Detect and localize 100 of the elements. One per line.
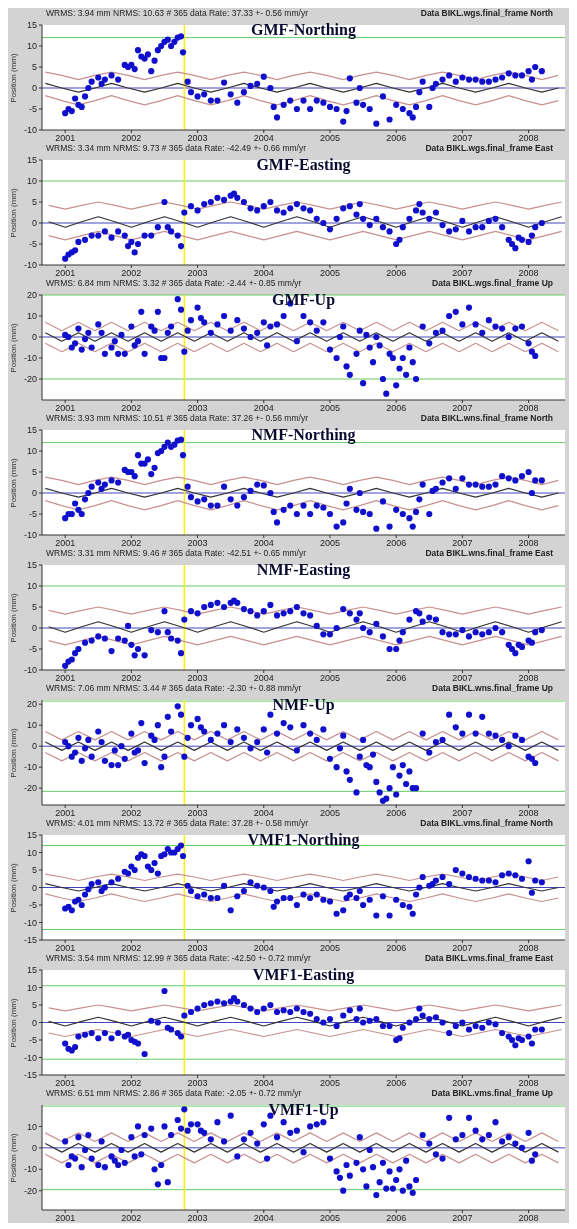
x-tick-label: 2007 bbox=[452, 1078, 473, 1089]
y-tick-label: 0 bbox=[31, 332, 37, 343]
x-tick-label: 2003 bbox=[187, 133, 208, 144]
y-tick-label: -10 bbox=[23, 353, 37, 364]
y-tick-label: 5 bbox=[31, 467, 37, 478]
y-tick-label: 15 bbox=[26, 830, 37, 841]
y-tick-label: 0 bbox=[31, 488, 37, 499]
y-axis-title: Position (mm) bbox=[8, 52, 18, 103]
x-tick-label: 2006 bbox=[386, 943, 407, 954]
x-tick-label: 2004 bbox=[253, 808, 274, 819]
x-tick-label: 2008 bbox=[518, 268, 539, 279]
x-tick-label: 2005 bbox=[319, 268, 340, 279]
x-tick-label: 2001 bbox=[55, 673, 76, 684]
text: WRMS: 3.93 mm NRMS: 10.51 # 365 data Rate: 37.26 +- 0.56 mm/yr bbox=[46, 413, 308, 424]
x-tick-label: 2008 bbox=[518, 1213, 539, 1224]
y-tick-label: 0 bbox=[31, 83, 37, 94]
x-tick-label: 2004 bbox=[253, 673, 274, 684]
y-axis-title: Position (mm) bbox=[8, 187, 18, 238]
x-tick-label: 2005 bbox=[319, 943, 340, 954]
y-tick-label: 10 bbox=[26, 176, 37, 187]
text: Data BIKL.wns.final_frame East bbox=[425, 548, 553, 559]
text: WRMS: 6.84 mm NRMS: 3.32 # 365 data Rate: -2.44 +- 0.85 mm/yr bbox=[46, 278, 302, 289]
y-tick-label: -20 bbox=[23, 374, 37, 385]
x-tick-label: 2006 bbox=[386, 1078, 407, 1089]
x-tick-label: 2006 bbox=[386, 538, 407, 549]
y-tick-label: 10 bbox=[26, 982, 37, 993]
y-tick-label: -5 bbox=[28, 509, 37, 520]
text: Data BIKL.wgs.final_frame North bbox=[420, 8, 553, 19]
y-tick-label: -20 bbox=[23, 1185, 37, 1196]
y-tick-label: 5 bbox=[31, 602, 37, 613]
y-tick-label: 15 bbox=[26, 560, 37, 571]
x-tick-label: 2001 bbox=[55, 403, 76, 414]
x-tick-label: 2004 bbox=[253, 1213, 274, 1224]
x-tick-label: 2007 bbox=[452, 1213, 473, 1224]
text: WRMS: 6.51 mm NRMS: 2.86 # 365 data Rate: -2.05 +- 0.72 mm/yr bbox=[46, 1088, 302, 1099]
x-tick-label: 2008 bbox=[518, 1078, 539, 1089]
y-tick-label: -5 bbox=[28, 104, 37, 115]
x-tick-label: 2005 bbox=[319, 403, 340, 414]
y-tick-label: -5 bbox=[28, 239, 37, 250]
y-tick-label: -15 bbox=[23, 935, 37, 946]
y-axis-title: Position (mm) bbox=[8, 727, 18, 778]
text: WRMS: 7.06 mm NRMS: 3.44 # 365 data Rate: -2.30 +- 0.88 mm/yr bbox=[46, 683, 302, 694]
x-tick-label: 2003 bbox=[187, 943, 208, 954]
y-tick-label: 10 bbox=[26, 720, 37, 731]
x-tick-label: 2007 bbox=[452, 943, 473, 954]
x-tick-label: 2007 bbox=[452, 403, 473, 414]
y-tick-label: -10 bbox=[23, 260, 37, 271]
x-tick-label: 2004 bbox=[253, 268, 274, 279]
y-tick-label: -10 bbox=[23, 1052, 37, 1063]
y-tick-label: -20 bbox=[23, 783, 37, 794]
x-tick-label: 2001 bbox=[55, 1213, 76, 1224]
x-tick-label: 2004 bbox=[253, 133, 274, 144]
x-tick-label: 2002 bbox=[121, 1213, 142, 1224]
chart-title: VMF1-Northing bbox=[246, 831, 361, 849]
x-tick-label: 2004 bbox=[253, 403, 274, 414]
x-tick-label: 2004 bbox=[253, 1078, 274, 1089]
x-tick-label: 2007 bbox=[452, 673, 473, 684]
x-tick-label: 2006 bbox=[386, 673, 407, 684]
text: WRMS: 3.31 mm NRMS: 9.46 # 365 data Rate: -42.51 +- 0.65 mm/yr bbox=[46, 548, 307, 559]
x-tick-label: 2005 bbox=[319, 1078, 340, 1089]
x-tick-label: 2001 bbox=[55, 538, 76, 549]
y-tick-label: -15 bbox=[23, 1070, 37, 1081]
y-tick-label: -5 bbox=[28, 644, 37, 655]
x-tick-label: 2008 bbox=[518, 808, 539, 819]
x-tick-label: 2002 bbox=[121, 673, 142, 684]
x-tick-label: 2007 bbox=[452, 808, 473, 819]
x-tick-label: 2002 bbox=[121, 808, 142, 819]
y-tick-label: 15 bbox=[26, 965, 37, 976]
x-tick-label: 2006 bbox=[386, 403, 407, 414]
y-tick-label: 0 bbox=[31, 882, 37, 893]
chart-title: VMF1-Easting bbox=[251, 966, 356, 984]
x-tick-label: 2003 bbox=[187, 808, 208, 819]
y-tick-label: -10 bbox=[23, 665, 37, 676]
x-tick-label: 2003 bbox=[187, 268, 208, 279]
y-tick-label: 0 bbox=[31, 218, 37, 229]
y-tick-label: 0 bbox=[31, 741, 37, 752]
x-tick-label: 2001 bbox=[55, 808, 76, 819]
y-tick-label: -10 bbox=[23, 125, 37, 136]
x-tick-label: 2007 bbox=[452, 268, 473, 279]
x-tick-label: 2002 bbox=[121, 133, 142, 144]
x-tick-label: 2003 bbox=[187, 1078, 208, 1089]
text: Data BIKL.wgs.final_frame Up bbox=[432, 278, 553, 289]
x-tick-label: 2006 bbox=[386, 133, 407, 144]
y-tick-label: 10 bbox=[26, 1121, 37, 1132]
x-tick-label: 2003 bbox=[187, 673, 208, 684]
text: WRMS: 4.01 mm NRMS: 13.72 # 365 data Rate: 37.28 +- 0.58 mm/yr bbox=[46, 818, 308, 829]
chart-title: GMF-Northing bbox=[250, 21, 357, 39]
y-tick-label: -5 bbox=[28, 1035, 37, 1046]
x-tick-label: 2007 bbox=[452, 133, 473, 144]
x-tick-label: 2002 bbox=[121, 1078, 142, 1089]
text: WRMS: 3.34 mm NRMS: 9.73 # 365 data Rate: -42.49 +- 0.66 mm/yr bbox=[46, 143, 307, 154]
x-tick-label: 2002 bbox=[121, 943, 142, 954]
x-tick-label: 2001 bbox=[55, 133, 76, 144]
x-tick-label: 2008 bbox=[518, 943, 539, 954]
y-tick-label: -10 bbox=[23, 1164, 37, 1175]
y-axis-title: Position (mm) bbox=[8, 322, 18, 373]
x-tick-label: 2005 bbox=[319, 538, 340, 549]
y-tick-label: 0 bbox=[31, 1143, 37, 1154]
x-tick-label: 2008 bbox=[518, 673, 539, 684]
y-tick-label: 5 bbox=[31, 865, 37, 876]
